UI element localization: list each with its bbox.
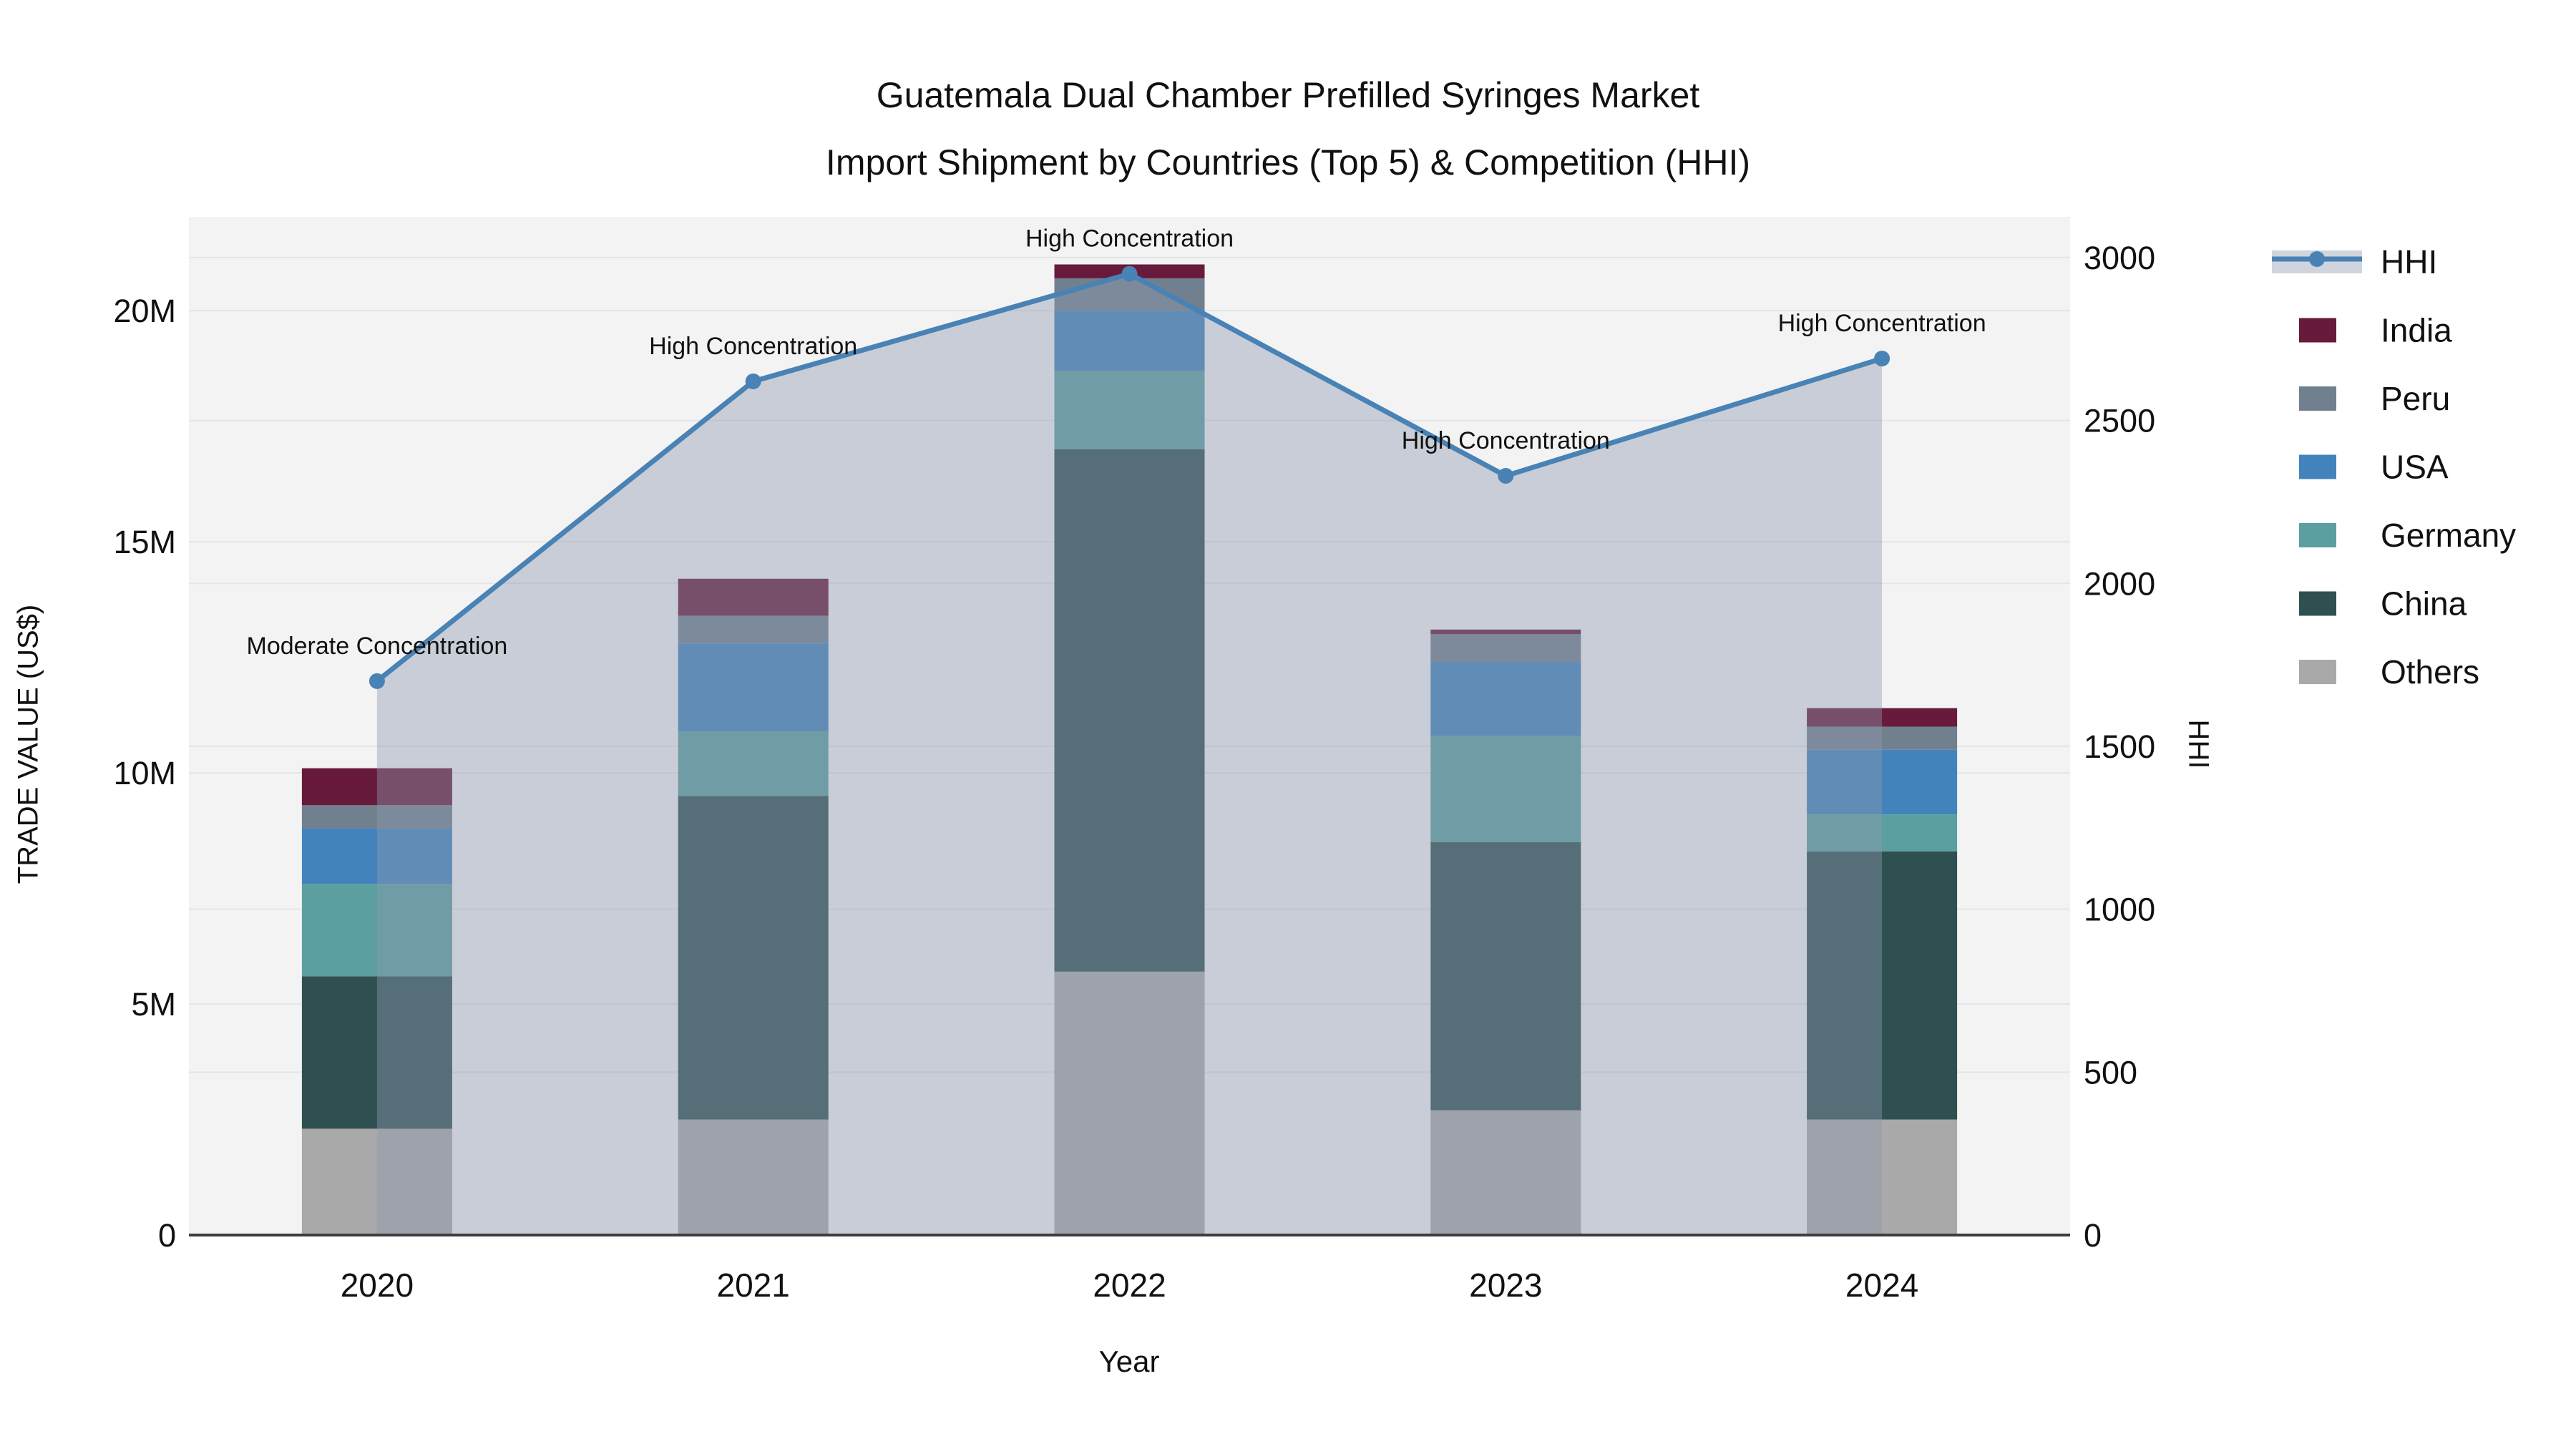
bar-segment-others-2023[interactable] — [1430, 1110, 1581, 1235]
legend-hhi-marker — [2309, 251, 2325, 267]
x-tick-2020: 2020 — [341, 1267, 414, 1304]
legend-label-usa: USA — [2381, 449, 2449, 486]
legend-swatch-india — [2299, 318, 2336, 343]
y-left-tick-5M: 5M — [131, 986, 176, 1023]
bar-segment-china-2022[interactable] — [1054, 449, 1205, 972]
bar-segment-peru-2022[interactable] — [1054, 278, 1205, 311]
bar-segment-china-2024[interactable] — [1807, 851, 1958, 1120]
bar-segment-others-2022[interactable] — [1054, 971, 1205, 1235]
legend-item-hhi[interactable]: HHI — [2272, 243, 2437, 280]
stacked-bars — [301, 264, 1958, 1235]
bar-segment-usa-2023[interactable] — [1430, 662, 1581, 736]
y-left-tick-0: 0 — [158, 1217, 176, 1254]
legend-swatch-usa — [2299, 454, 2336, 479]
hhi-marker-2023[interactable] — [1498, 468, 1514, 484]
bar-segment-germany-2023[interactable] — [1430, 736, 1581, 842]
legend-label-china: China — [2381, 585, 2467, 623]
legend-item-germany[interactable]: Germany — [2299, 517, 2516, 554]
x-tick-2024: 2024 — [1845, 1267, 1918, 1304]
legend-item-india[interactable]: India — [2299, 312, 2452, 349]
bar-segment-peru-2023[interactable] — [1430, 634, 1581, 663]
y-right-tick-500: 500 — [2084, 1054, 2137, 1091]
y-left-tick-15M: 15M — [113, 524, 176, 560]
legend-swatch-germany — [2299, 523, 2336, 547]
bar-segment-usa-2024[interactable] — [1807, 749, 1958, 815]
annotation-label-2023: High Concentration — [1402, 427, 1610, 454]
bar-segment-germany-2020[interactable] — [301, 884, 452, 977]
legend-item-peru[interactable]: Peru — [2299, 380, 2450, 417]
bar-segment-india-2023[interactable] — [1430, 629, 1581, 635]
legend-swatch-china — [2299, 591, 2336, 616]
legend-label-hhi: HHI — [2381, 243, 2437, 280]
hhi-marker-2020[interactable] — [369, 673, 385, 689]
x-axis-title: Year — [1098, 1345, 1160, 1378]
annotation-label-2021: High Concentration — [649, 333, 857, 360]
y-right-tick-3000: 3000 — [2084, 240, 2155, 276]
bar-segment-peru-2020[interactable] — [301, 805, 452, 829]
bar-segment-germany-2024[interactable] — [1807, 814, 1958, 852]
bar-segment-usa-2020[interactable] — [301, 828, 452, 884]
y-right-tick-2000: 2000 — [2084, 565, 2155, 602]
y-left-tick-10M: 10M — [113, 755, 176, 791]
y-right-tick-2500: 2500 — [2084, 403, 2155, 439]
bar-segment-germany-2021[interactable] — [678, 731, 829, 796]
bar-segment-others-2020[interactable] — [301, 1128, 452, 1235]
y-left-tick-20M: 20M — [113, 293, 176, 329]
x-tick-2021: 2021 — [717, 1267, 790, 1304]
x-tick-2023: 2023 — [1469, 1267, 1542, 1304]
y-right-tick-0: 0 — [2084, 1217, 2102, 1254]
bar-segment-usa-2022[interactable] — [1054, 311, 1205, 371]
annotation-label-2020: Moderate Concentration — [247, 633, 508, 660]
bar-segment-peru-2021[interactable] — [678, 615, 829, 644]
y-axis-right-title: HHI — [2182, 719, 2215, 769]
legend-swatch-others — [2299, 660, 2336, 684]
y-axis-left-title: TRADE VALUE (US$) — [12, 604, 44, 884]
bar-segment-india-2020[interactable] — [301, 768, 452, 806]
legend-label-germany: Germany — [2381, 517, 2516, 554]
annotation-label-2024: High Concentration — [1778, 310, 1986, 337]
hhi-area-fill — [376, 273, 1883, 1235]
bar-segment-china-2020[interactable] — [301, 976, 452, 1129]
chart-title: Guatemala Dual Chamber Prefilled Syringe… — [876, 75, 1700, 115]
legend-label-peru: Peru — [2381, 380, 2450, 417]
bar-segment-china-2023[interactable] — [1430, 841, 1581, 1111]
bar-segment-india-2021[interactable] — [678, 578, 829, 616]
x-tick-2022: 2022 — [1093, 1267, 1166, 1304]
annotation-label-2022: High Concentration — [1025, 225, 1234, 253]
bar-segment-peru-2024[interactable] — [1807, 726, 1958, 750]
legend: HHI India Peru USA Germany China Others — [2272, 243, 2516, 691]
bar-segment-others-2021[interactable] — [678, 1119, 829, 1235]
legend-item-others[interactable]: Others — [2299, 653, 2479, 691]
bar-segment-usa-2021[interactable] — [678, 643, 829, 731]
bar-segment-germany-2022[interactable] — [1054, 371, 1205, 449]
legend-item-china[interactable]: China — [2299, 585, 2467, 623]
chart-subtitle: Import Shipment by Countries (Top 5) & C… — [825, 142, 1751, 182]
bar-segment-china-2021[interactable] — [678, 796, 829, 1120]
legend-label-others: Others — [2381, 653, 2479, 691]
legend-swatch-peru — [2299, 386, 2336, 411]
hhi-marker-2022[interactable] — [1121, 265, 1138, 282]
bar-segment-india-2024[interactable] — [1807, 708, 1958, 727]
hhi-marker-2021[interactable] — [745, 373, 761, 389]
bar-segment-others-2024[interactable] — [1807, 1119, 1958, 1235]
hhi-marker-2024[interactable] — [1874, 351, 1890, 367]
y-right-tick-1000: 1000 — [2084, 892, 2155, 928]
chart-title-block: Guatemala Dual Chamber Prefilled Syringe… — [0, 62, 2576, 196]
legend-label-india: India — [2381, 312, 2452, 349]
legend-item-usa[interactable]: USA — [2299, 449, 2449, 486]
y-right-tick-1500: 1500 — [2084, 728, 2155, 765]
